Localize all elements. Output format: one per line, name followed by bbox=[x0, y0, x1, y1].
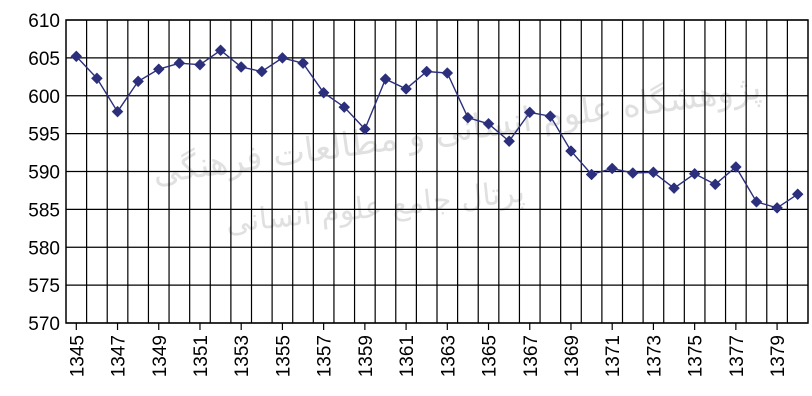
x-tick-label: 1361 bbox=[397, 335, 418, 377]
data-point bbox=[565, 145, 577, 157]
data-point bbox=[379, 73, 392, 85]
data-point bbox=[152, 63, 165, 76]
series bbox=[70, 44, 804, 214]
data-point bbox=[276, 52, 289, 64]
x-tick-label: 1369 bbox=[562, 335, 583, 377]
data-point bbox=[730, 161, 742, 173]
x-tick-label: 1349 bbox=[150, 335, 171, 377]
y-tick-label: 570 bbox=[28, 314, 60, 335]
data-point bbox=[503, 135, 515, 148]
data-point bbox=[626, 167, 639, 179]
x-tick-label: 1377 bbox=[727, 335, 748, 377]
data-point bbox=[194, 58, 206, 71]
x-tick-label: 1367 bbox=[521, 335, 542, 377]
x-tick-label: 1347 bbox=[109, 335, 130, 377]
data-point bbox=[420, 65, 433, 78]
y-tick-labels: 570 575 580 585 590 595 600 605 610 bbox=[28, 11, 60, 335]
data-point bbox=[91, 72, 103, 85]
data-point bbox=[688, 167, 701, 180]
data-point bbox=[400, 83, 412, 95]
y-tick-label: 580 bbox=[28, 238, 60, 259]
x-tick-label: 1353 bbox=[232, 335, 253, 377]
data-point bbox=[173, 57, 186, 70]
data-point bbox=[750, 195, 763, 208]
data-point bbox=[668, 182, 680, 195]
data-point bbox=[235, 61, 248, 73]
y-tick-label: 595 bbox=[28, 125, 60, 146]
data-point bbox=[338, 101, 351, 113]
data-point bbox=[111, 105, 124, 118]
data-point bbox=[297, 57, 309, 70]
data-point bbox=[791, 188, 804, 201]
data-point bbox=[132, 75, 144, 88]
x-tick-label: 1357 bbox=[315, 335, 336, 377]
y-tick-label: 590 bbox=[28, 163, 60, 184]
data-point bbox=[771, 202, 783, 214]
data-point bbox=[544, 110, 557, 123]
data-point bbox=[359, 123, 371, 135]
y-tick-label: 610 bbox=[28, 11, 60, 32]
data-point bbox=[709, 178, 722, 191]
grid bbox=[66, 19, 808, 324]
x-tick-label: 1375 bbox=[686, 335, 707, 377]
x-tick-label: 1371 bbox=[603, 335, 624, 377]
data-point bbox=[70, 50, 83, 63]
y-tick-label: 605 bbox=[28, 49, 60, 70]
x-tick-label: 1359 bbox=[356, 335, 377, 377]
data-point bbox=[606, 162, 619, 175]
plot-frame bbox=[65, 19, 809, 324]
data-point bbox=[523, 106, 536, 119]
x-tick-label: 1363 bbox=[438, 335, 459, 377]
data-point bbox=[647, 166, 660, 179]
data-point bbox=[585, 168, 598, 181]
x-tick-label: 1365 bbox=[480, 335, 501, 377]
x-tick-label: 1351 bbox=[191, 335, 212, 377]
data-point bbox=[255, 65, 268, 78]
axes bbox=[65, 19, 809, 324]
data-point bbox=[462, 111, 474, 124]
data-point bbox=[317, 86, 330, 99]
data-point bbox=[214, 44, 227, 57]
data-point bbox=[441, 67, 454, 79]
data-point bbox=[482, 117, 495, 130]
x-tick-label: 1379 bbox=[768, 335, 789, 377]
y-tick-label: 585 bbox=[28, 200, 60, 221]
y-tick-label: 600 bbox=[28, 87, 60, 108]
x-tick-labels: 1345 1347 1349 1351 1353 1355 1357 1359 1361 1363… bbox=[67, 323, 789, 377]
x-tick-label: 1345 bbox=[67, 335, 88, 377]
x-tick-label: 1355 bbox=[273, 335, 294, 377]
x-tick-label: 1373 bbox=[644, 335, 665, 377]
y-tick-label: 575 bbox=[28, 276, 60, 297]
